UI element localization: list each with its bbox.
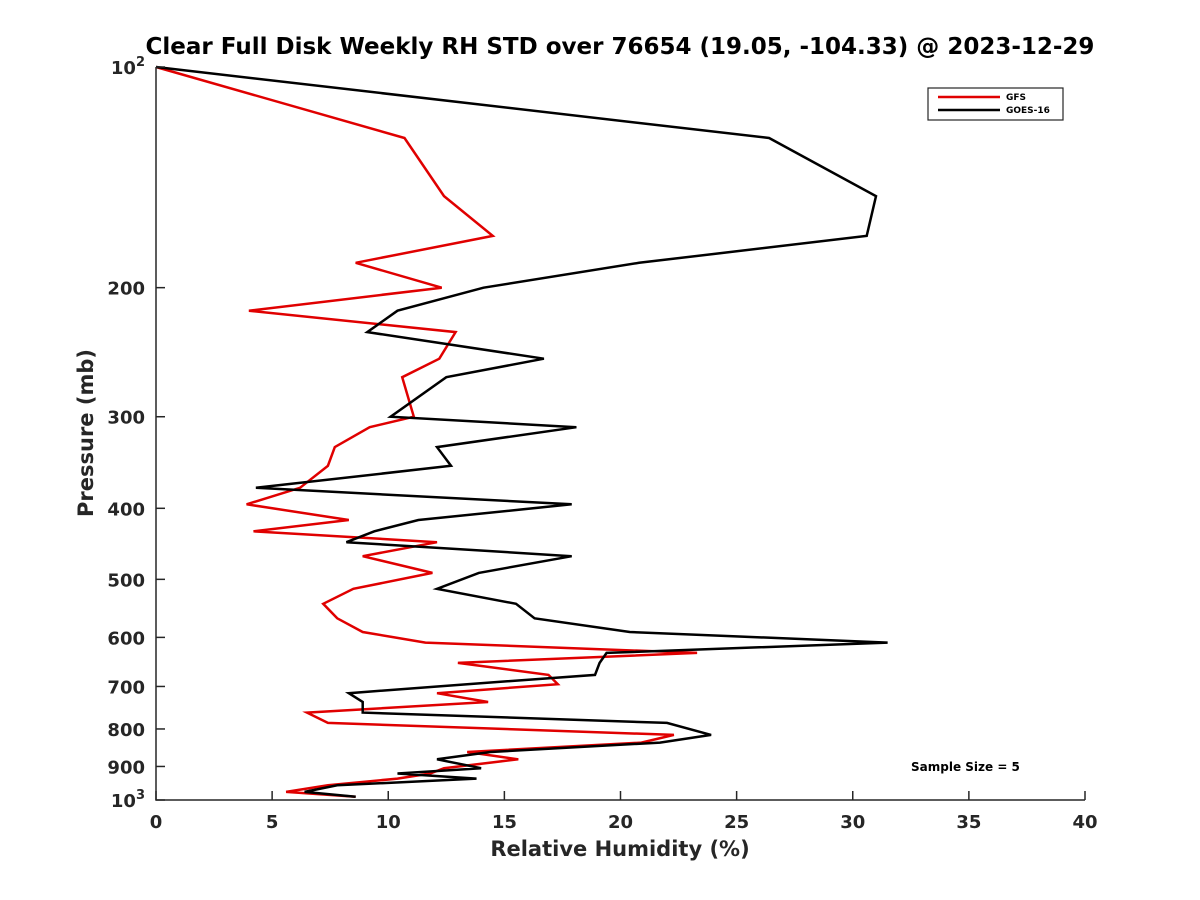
y-tick-label: 400 (107, 499, 145, 520)
legend: GFS GOES-16 (927, 87, 1064, 121)
x-tick-label: 15 (492, 812, 517, 833)
y-tick-label: 300 (107, 408, 145, 429)
x-axis-label: Relative Humidity (%) (490, 837, 749, 861)
x-tick-label: 25 (724, 812, 749, 833)
x-tick-label: 10 (376, 812, 401, 833)
y-tick-label: 700 (107, 677, 145, 698)
y-axis-label: Pressure (mb) (74, 349, 98, 517)
y-tick-label: 900 (107, 757, 145, 778)
y-tick-label: 103 (111, 788, 145, 812)
legend-label-goes16: GOES-16 (1006, 106, 1050, 116)
y-tick-label: 800 (107, 720, 145, 741)
series-layer (155, 65, 888, 799)
y-tick-label: 500 (107, 570, 145, 591)
plot-area (156, 67, 1085, 800)
x-tick-label: 30 (840, 812, 865, 833)
y-tick-label: 102 (111, 55, 145, 79)
legend-label-gfs: GFS (1006, 93, 1026, 103)
series-line-goes16 (155, 65, 888, 799)
x-tick-label: 0 (150, 812, 163, 833)
x-tick-label: 35 (956, 812, 981, 833)
sample-size-annotation: Sample Size = 5 (911, 760, 1020, 774)
x-axis: 0 5 10 15 20 25 30 35 40 (150, 791, 1098, 833)
chart-title: Clear Full Disk Weekly RH STD over 76654… (146, 34, 1095, 60)
x-tick-label: 40 (1072, 812, 1097, 833)
x-tick-label: 5 (266, 812, 279, 833)
y-tick-label: 600 (107, 628, 145, 649)
legend-box (927, 87, 1064, 121)
x-tick-label: 20 (608, 812, 633, 833)
y-axis: 102 200 300 400 500 600 700 800 900 103 (107, 55, 165, 812)
y-tick-label: 200 (107, 279, 145, 300)
